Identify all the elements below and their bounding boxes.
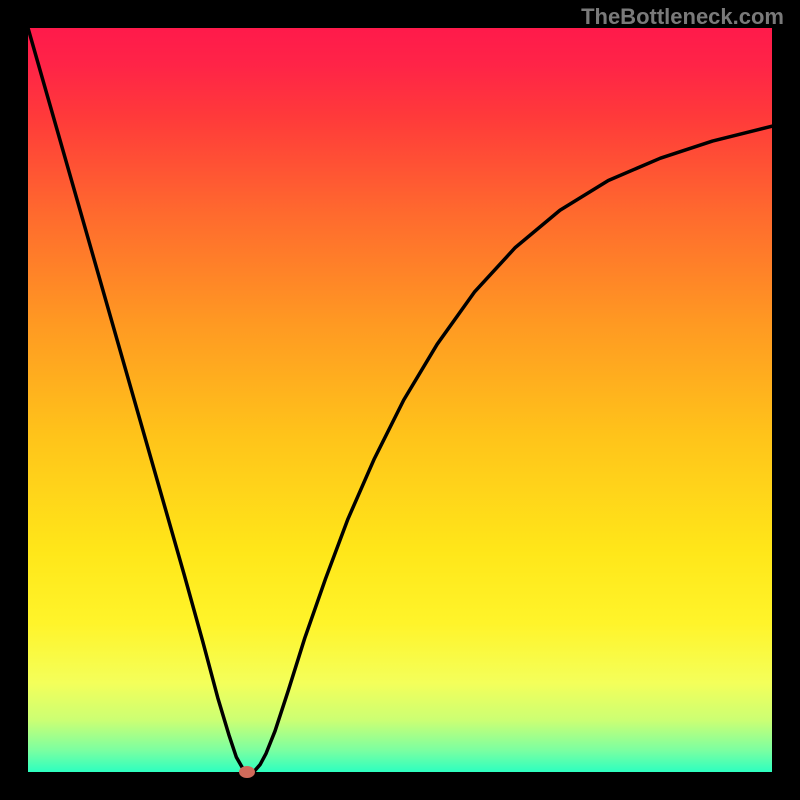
plot-area <box>28 28 772 772</box>
chart-frame: TheBottleneck.com <box>0 0 800 800</box>
bottleneck-curve <box>28 28 772 772</box>
sweet-spot-marker <box>239 766 255 778</box>
watermark-text: TheBottleneck.com <box>581 4 784 30</box>
